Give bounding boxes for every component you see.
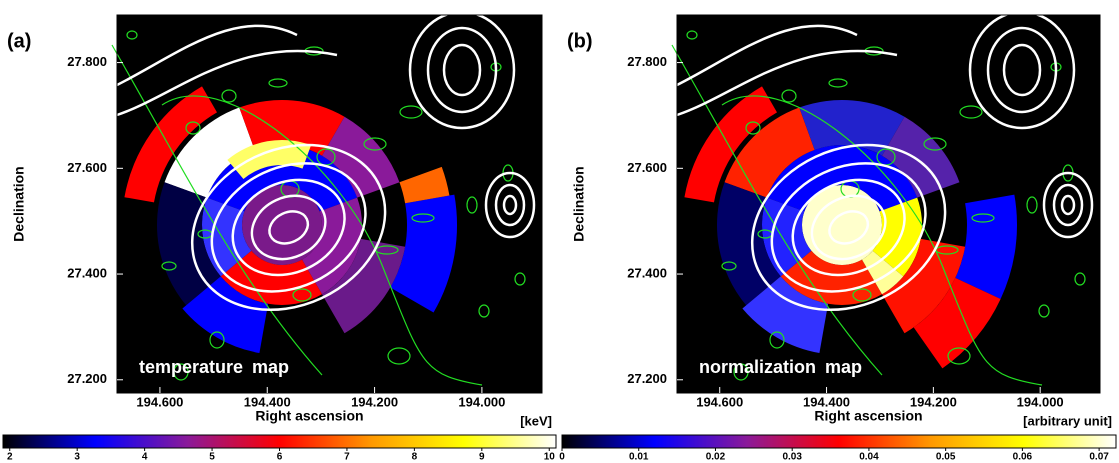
colorbar-tick-label: 4 [142,452,148,463]
colorbar-tick-label: 0.05 [936,452,956,463]
y-axis-label: Declination [11,166,27,241]
colorbar-tick-label: 0.06 [1013,452,1033,463]
colorbar-tick-label: 10 [544,452,556,463]
y-tick-label: 27.200 [67,371,107,386]
x-axis-label: Right ascension [255,408,363,424]
panel-label: (a) [7,30,31,52]
colorbar-tick-label: 3 [74,452,80,463]
panel-label: (b) [567,30,593,52]
colorbar-tick-label: 2 [7,452,13,463]
colorbar-tick-label: 0.07 [1089,452,1109,463]
colorbar-tick-label: 0.04 [859,452,879,463]
y-tick-label: 27.800 [627,54,667,69]
y-tick-label: 27.600 [67,160,107,175]
x-tick-label: 194.000 [458,394,505,409]
x-axis-label: Right ascension [814,408,922,424]
colorbar-tick-label: 0.01 [629,452,649,463]
x-tick-label: 194.600 [696,394,743,409]
map-annotation: temperature map [139,357,289,377]
colorbar-tick-label: 0.03 [782,452,802,463]
colorbar [562,435,1116,448]
colorbar-tick-label: 8 [412,452,418,463]
colorbar-tick-label: 6 [277,452,283,463]
map-panel [672,12,1100,393]
y-tick-label: 27.600 [627,160,667,175]
y-axis-label: Declination [571,166,587,241]
y-tick-label: 27.200 [627,371,667,386]
colorbar-tick-label: 7 [344,452,350,463]
figure: 194.600194.400194.200194.00027.20027.400… [0,0,1119,463]
x-tick-label: 194.600 [136,394,183,409]
map-annotation: normalization map [699,357,862,377]
colorbar [3,435,556,448]
colorbar-label: [keV] [520,413,552,428]
x-tick-label: 194.000 [1017,394,1064,409]
y-tick-label: 27.400 [67,265,107,280]
colorbar-tick-label: 9 [479,452,485,463]
colorbar-tick-label: 0.02 [706,452,726,463]
colorbar-label: [arbitrary unit] [1023,413,1112,428]
map-panel [112,12,542,393]
y-tick-label: 27.400 [627,265,667,280]
colorbar-tick-label: 5 [209,452,215,463]
colorbar-tick-label: 0 [559,452,565,463]
y-tick-label: 27.800 [67,54,107,69]
